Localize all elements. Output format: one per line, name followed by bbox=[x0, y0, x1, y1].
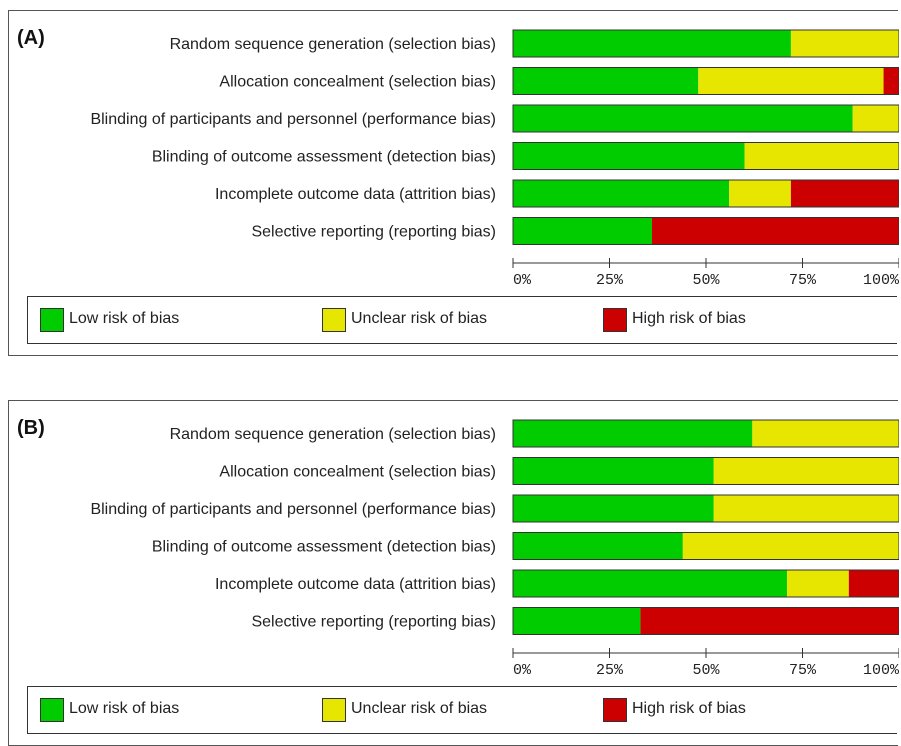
bar-segment bbox=[852, 105, 899, 132]
category-label: Incomplete outcome data (attrition bias) bbox=[215, 576, 496, 593]
legend-swatch-low bbox=[40, 698, 64, 722]
bar-outline bbox=[512, 569, 899, 598]
bar-segment bbox=[698, 67, 884, 95]
bar-segment bbox=[513, 105, 853, 132]
category-label: Blinding of participants and personnel (… bbox=[90, 501, 496, 518]
bar-segment bbox=[651, 217, 899, 245]
bar-outline bbox=[512, 457, 899, 485]
bar-outline bbox=[512, 217, 899, 245]
bar-outline bbox=[512, 67, 899, 95]
bar-segment bbox=[713, 495, 899, 522]
category-label: Allocation concealment (selection bias) bbox=[219, 464, 496, 481]
bar-segment bbox=[513, 180, 730, 207]
bar-segment bbox=[883, 67, 899, 95]
category-label: Blinding of outcome assessment (detectio… bbox=[152, 539, 496, 556]
x-tick-label: 0% bbox=[513, 272, 532, 289]
x-tick-label: 100% bbox=[863, 272, 899, 289]
risk-of-bias-chart-a: Random sequence generation (selection bi… bbox=[90, 29, 899, 289]
category-label: Selective reporting (reporting bias) bbox=[251, 224, 496, 241]
legend: Low risk of bias Unclear risk of bias Hi… bbox=[27, 296, 897, 344]
bar-segment bbox=[640, 607, 899, 635]
x-tick-label: 0% bbox=[513, 662, 532, 679]
bar-segment bbox=[513, 217, 652, 245]
legend-label-low: Low risk of bias bbox=[69, 700, 180, 717]
legend-label-unclear: Unclear risk of bias bbox=[351, 700, 488, 717]
bar-segment bbox=[729, 180, 791, 207]
bar-outline bbox=[512, 419, 899, 448]
x-tick-label: 25% bbox=[596, 272, 624, 289]
bar-segment bbox=[513, 495, 714, 522]
risk-of-bias-chart-b: Random sequence generation (selection bi… bbox=[90, 419, 899, 679]
bar-segment bbox=[790, 180, 899, 207]
legend-label-low: Low risk of bias bbox=[69, 310, 180, 327]
bar-segment bbox=[513, 67, 699, 95]
bar-segment bbox=[513, 30, 791, 57]
legend-swatch-unclear bbox=[322, 698, 346, 722]
legend-swatch-high bbox=[603, 308, 627, 332]
panel-label: (B) bbox=[17, 417, 45, 439]
category-label: Blinding of participants and personnel (… bbox=[90, 111, 496, 128]
bar-segment bbox=[744, 142, 899, 170]
bar-segment bbox=[513, 457, 714, 485]
bar-segment bbox=[790, 30, 899, 57]
category-label: Allocation concealment (selection bias) bbox=[219, 74, 496, 91]
bar-outline bbox=[512, 179, 899, 208]
legend-swatch-low bbox=[40, 308, 64, 332]
bar-segment bbox=[513, 532, 683, 560]
panel-b: (B) Random sequence generation (selectio… bbox=[8, 400, 899, 746]
x-tick-label: 25% bbox=[596, 662, 624, 679]
x-tick-label: 75% bbox=[789, 272, 817, 289]
panel-a: (A) Random sequence generation (selectio… bbox=[8, 10, 899, 356]
bar-outline bbox=[512, 494, 899, 523]
panel-label: (A) bbox=[17, 27, 45, 49]
bar-outline bbox=[512, 607, 899, 635]
x-tick-label: 75% bbox=[789, 662, 817, 679]
category-label: Incomplete outcome data (attrition bias) bbox=[215, 186, 496, 203]
category-label: Random sequence generation (selection bi… bbox=[170, 36, 496, 53]
bar-segment bbox=[513, 607, 641, 635]
x-tick-label: 50% bbox=[692, 662, 720, 679]
legend-label-high: High risk of bias bbox=[632, 310, 746, 327]
bar-outline bbox=[512, 104, 899, 133]
x-tick-label: 50% bbox=[692, 272, 720, 289]
legend-swatch-unclear bbox=[322, 308, 346, 332]
category-label: Selective reporting (reporting bias) bbox=[251, 614, 496, 631]
bar-segment bbox=[787, 570, 849, 597]
bar-segment bbox=[513, 570, 788, 597]
bar-segment bbox=[513, 420, 753, 447]
category-label: Blinding of outcome assessment (detectio… bbox=[152, 149, 496, 166]
x-tick-label: 100% bbox=[863, 662, 899, 679]
bar-outline bbox=[512, 29, 899, 58]
legend: Low risk of bias Unclear risk of bias Hi… bbox=[27, 686, 897, 734]
bar-segment bbox=[713, 457, 899, 485]
bar-segment bbox=[682, 532, 899, 560]
legend-label-unclear: Unclear risk of bias bbox=[351, 310, 488, 327]
bar-outline bbox=[512, 532, 899, 560]
legend-label-high: High risk of bias bbox=[632, 700, 746, 717]
category-label: Random sequence generation (selection bi… bbox=[170, 426, 496, 443]
bar-segment bbox=[752, 420, 899, 447]
legend-swatch-high bbox=[603, 698, 627, 722]
bar-segment bbox=[848, 570, 899, 597]
bar-segment bbox=[513, 142, 745, 170]
bar-outline bbox=[512, 142, 899, 170]
